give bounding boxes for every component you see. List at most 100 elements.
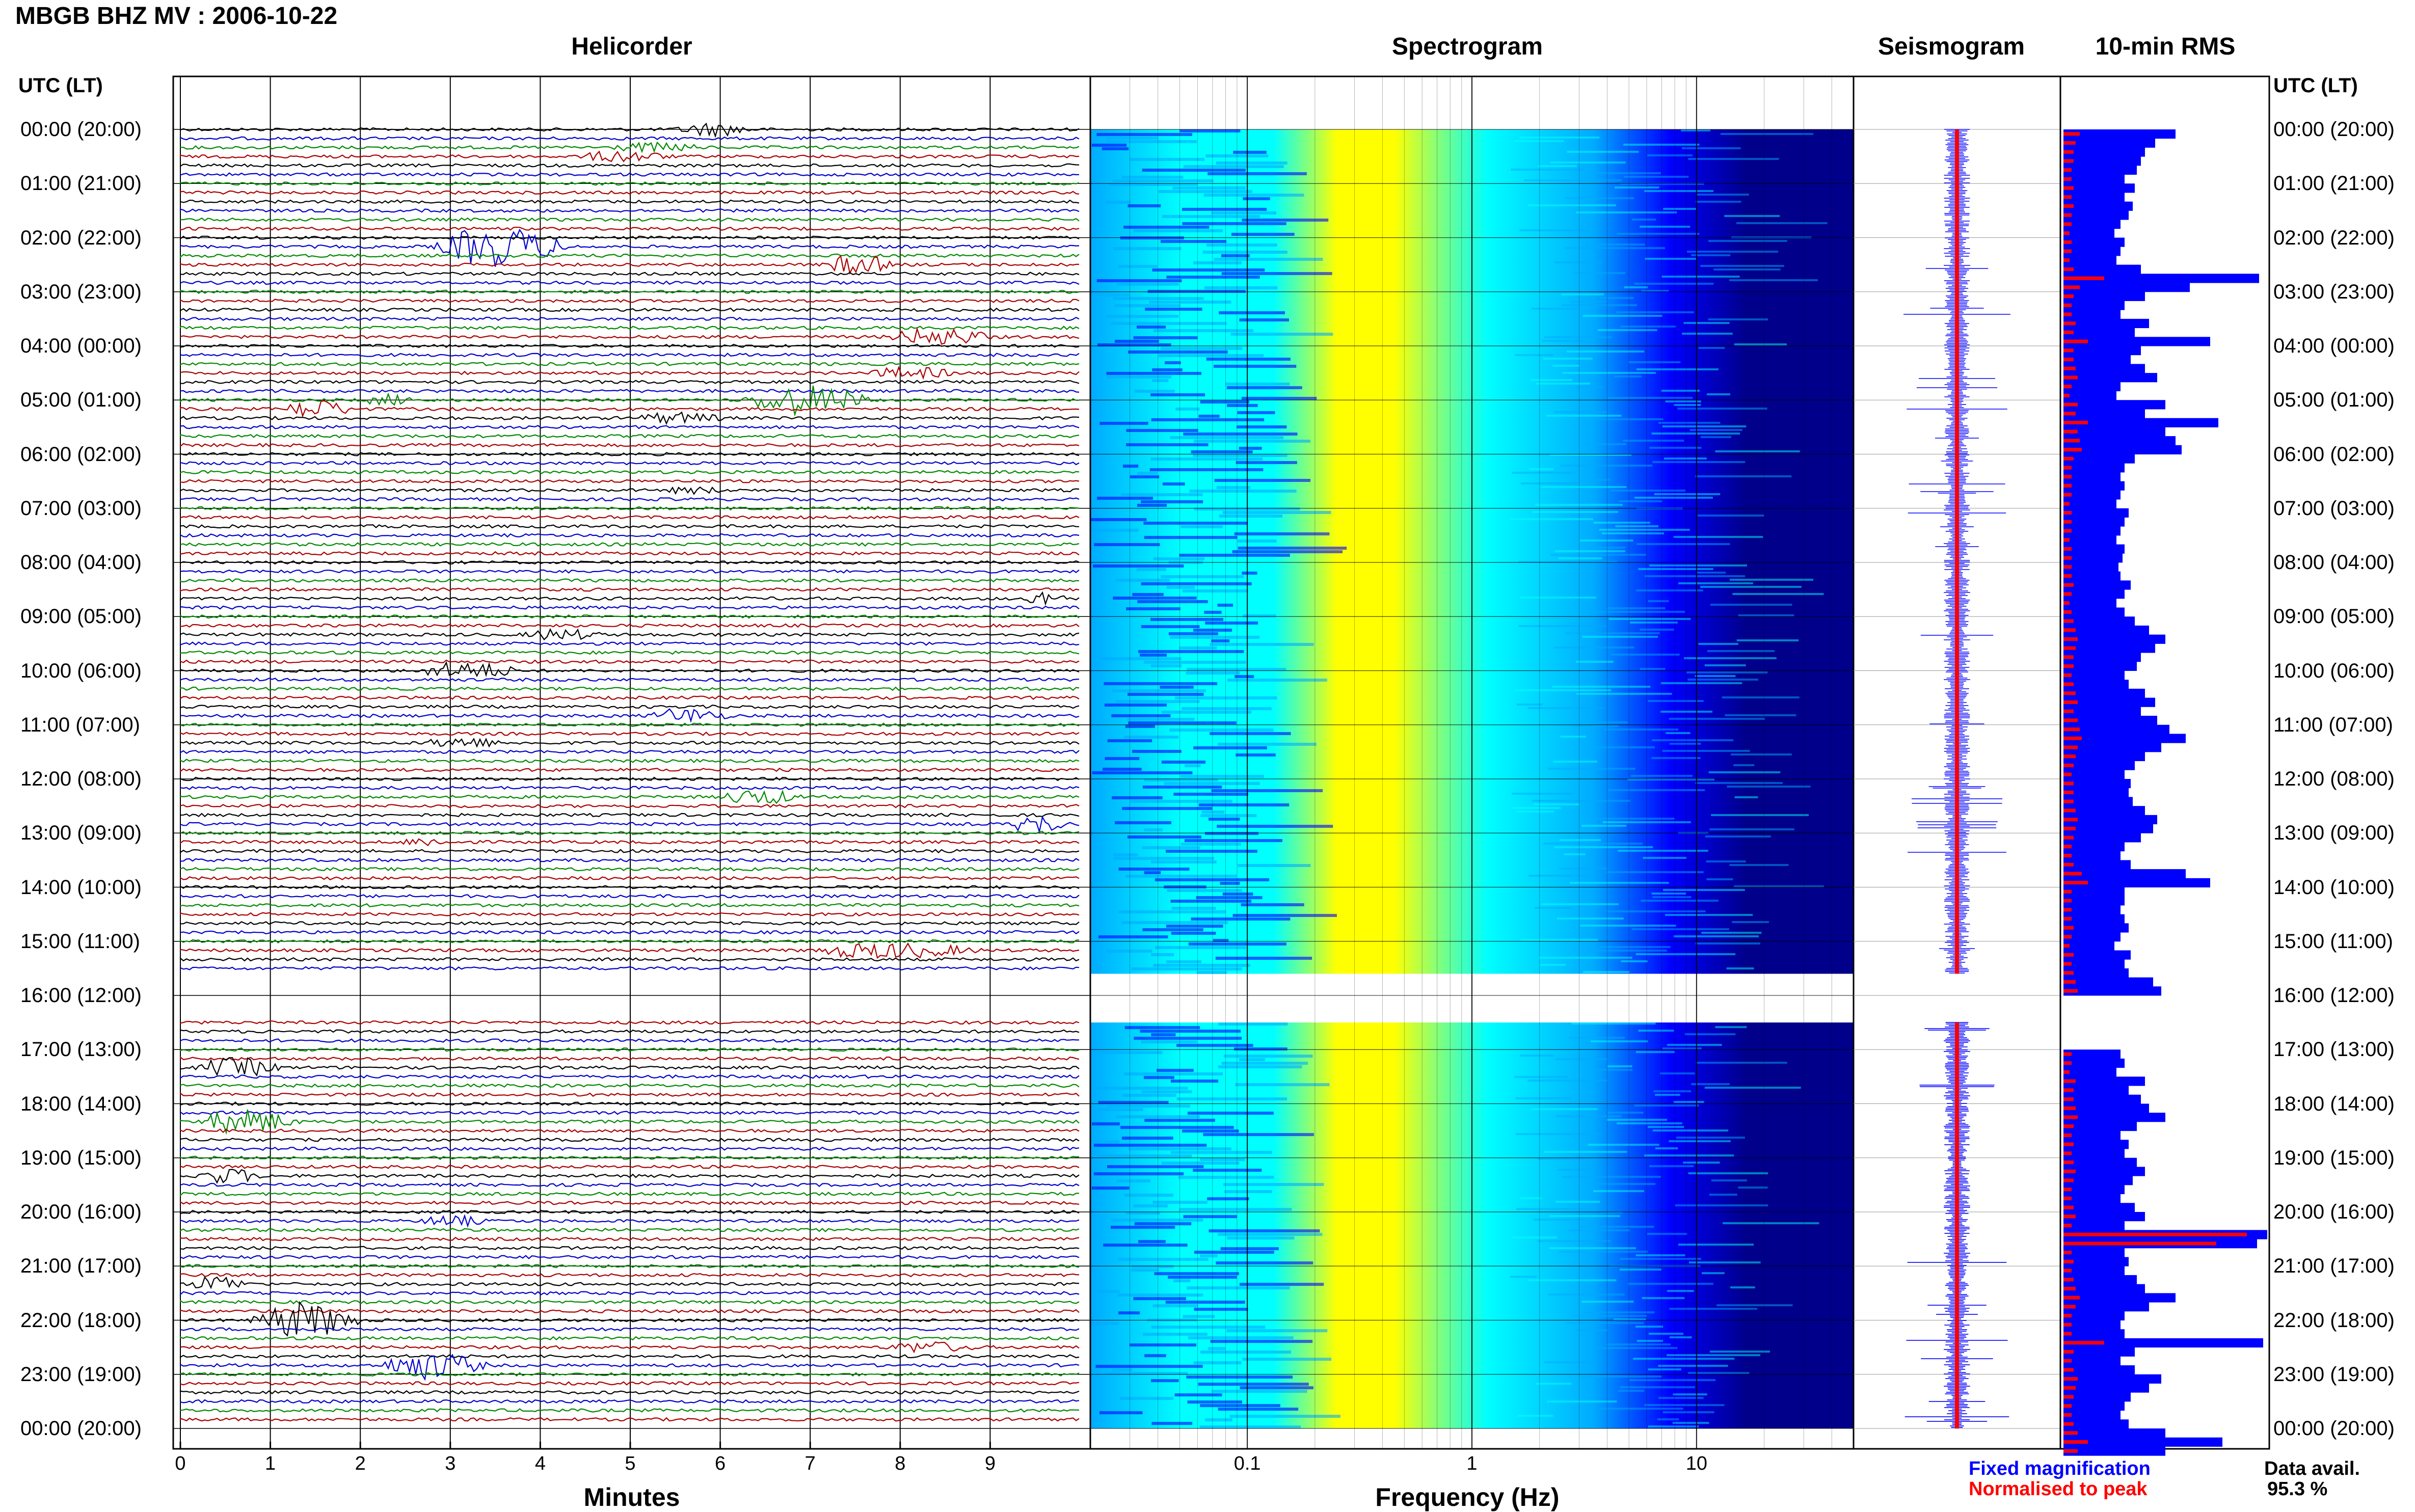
spectrogram-high-freq-texture [1669, 1336, 1692, 1339]
spectrogram-low-freq-texture [1169, 728, 1274, 732]
spectrogram-low-freq-texture [1094, 543, 1160, 546]
spectrogram-high-freq-texture [1581, 825, 1626, 827]
rms-normalised-bar [2063, 1169, 2076, 1173]
spectrogram-high-freq-texture [1652, 461, 1746, 463]
spectrogram-low-freq-texture [1197, 971, 1227, 974]
spectrogram-high-freq-texture [1634, 497, 1713, 499]
rms-normalised-bar [2063, 1187, 2072, 1192]
spectrogram-low-freq-texture [1204, 286, 1278, 289]
spectrogram-high-freq-texture [1592, 1347, 1678, 1349]
spectrogram-high-freq-texture [1579, 1226, 1654, 1228]
spectrogram-low-freq-texture [1194, 440, 1310, 443]
rms-fixed-bar [2063, 436, 2176, 446]
spectrogram-high-freq-texture [1511, 169, 1585, 171]
spectrogram-high-freq-texture [1738, 614, 1794, 616]
rms-fixed-bar [2063, 751, 2145, 762]
spectrogram-low-freq-texture [1183, 1315, 1215, 1318]
rms-normalised-bar [2063, 718, 2078, 722]
spectrogram-high-freq-texture [1512, 793, 1574, 795]
spectrogram-high-freq-texture [1649, 447, 1702, 449]
spectrogram-low-freq-texture [1211, 789, 1323, 792]
rms-fixed-bar [2063, 1094, 2141, 1104]
spectrogram-low-freq-texture [1242, 572, 1257, 575]
spectrogram-high-freq-texture [1673, 536, 1763, 538]
spectrogram-high-freq-texture [1600, 1408, 1683, 1410]
spectrogram-high-freq-texture [1695, 942, 1760, 944]
spectrogram-low-freq-texture [1170, 436, 1284, 439]
helicorder-trace [179, 1146, 1080, 1152]
spectrogram-high-freq-texture [1519, 137, 1600, 139]
spectrogram-high-freq-texture [1696, 572, 1726, 574]
rms-fixed-bar [2063, 237, 2125, 247]
spectrogram-high-freq-texture [1588, 611, 1685, 613]
spectrogram-low-freq-texture [1151, 1326, 1266, 1329]
spectrogram-low-freq-texture [1106, 315, 1179, 318]
spectrogram-high-freq-texture [1554, 846, 1653, 848]
helicorder-trace [179, 1408, 1080, 1413]
rms-fixed-bar [2063, 1203, 2135, 1212]
spectrogram-high-freq-texture [1631, 775, 1693, 777]
spectrogram-low-freq-texture [1200, 1404, 1280, 1408]
rms-normalised-bar [2063, 971, 2074, 975]
helicorder-trace [179, 903, 1080, 908]
rms-fixed-bar [2063, 553, 2123, 563]
rms-fixed-bar [2063, 418, 2218, 427]
helicorder-trace [179, 217, 1080, 222]
spectrogram-high-freq-texture [1538, 957, 1632, 959]
spectrogram-low-freq-texture [1183, 165, 1284, 168]
spectrogram-high-freq-texture [1661, 390, 1700, 392]
spectrogram-low-freq-texture [1160, 686, 1194, 689]
helicorder-trace [179, 1354, 1080, 1359]
rms-fixed-bar [2063, 896, 2125, 906]
spectrogram-low-freq-texture [1117, 1179, 1150, 1183]
spectrogram-high-freq-texture [1520, 939, 1598, 941]
helicorder-trace [179, 659, 1080, 664]
spectrogram-low-freq-texture [1238, 547, 1347, 550]
rms-normalised-bar [2063, 1413, 2072, 1417]
spectrogram-low-freq-texture [1155, 878, 1270, 881]
rms-fixed-bar [2063, 643, 2155, 653]
rms-fixed-bar [2063, 1149, 2125, 1158]
spectrogram-low-freq-texture [1136, 326, 1166, 329]
spectrogram-high-freq-texture [1635, 1051, 1675, 1054]
spectrogram-low-freq-texture [1215, 957, 1312, 960]
spectrogram-low-freq-texture [1151, 1422, 1193, 1425]
spectrogram-high-freq-texture [1538, 165, 1577, 167]
spectrogram-high-freq-texture [1683, 322, 1730, 324]
rms-normalised-bar [2063, 1133, 2072, 1138]
rms-normalised-bar [2063, 321, 2076, 326]
spectrogram-low-freq-texture [1188, 1336, 1294, 1340]
spectrogram-high-freq-texture [1565, 197, 1634, 199]
rms-normalised-bar [2063, 989, 2078, 993]
rms-panel [2059, 75, 2270, 1456]
spectrogram-low-freq-texture [1133, 1204, 1168, 1208]
spectrogram-low-freq-texture [1113, 853, 1138, 856]
rms-normalised-bar [2063, 1232, 2247, 1236]
spectrogram-low-freq-texture [1221, 254, 1250, 257]
rms-fixed-bar [2063, 1194, 2121, 1203]
rms-fixed-bar [2063, 355, 2131, 364]
rms-fixed-bar [2063, 1113, 2165, 1122]
spectrogram-low-freq-texture [1093, 293, 1130, 296]
rms-fixed-bar [2063, 544, 2125, 554]
spectrogram-low-freq-texture [1152, 1201, 1208, 1204]
helicorder-trace [179, 790, 1080, 804]
rms-fixed-bar [2063, 616, 2135, 626]
spectrogram-high-freq-texture [1686, 671, 1768, 673]
time-tick-label: 15:00 (11:00) [20, 930, 140, 953]
spectrogram-high-freq-texture [1528, 875, 1596, 877]
spectrogram-high-freq-texture [1662, 425, 1747, 427]
helicorder-trace [179, 623, 1080, 628]
spectrogram-low-freq-texture [1213, 939, 1229, 942]
helicorder-trace [179, 299, 1080, 303]
rms-normalised-bar [2063, 385, 2072, 389]
spectrogram-low-freq-texture [1114, 304, 1180, 307]
rms-fixed-bar [2063, 580, 2131, 590]
spectrogram-low-freq-texture [1133, 229, 1223, 232]
spectrogram-low-freq-texture [1103, 1244, 1188, 1247]
spectrogram-low-freq-texture [1111, 1219, 1203, 1222]
spectrogram-low-freq-texture [1117, 283, 1179, 286]
spectrogram-low-freq-texture [1097, 1154, 1192, 1158]
spectrogram-high-freq-texture [1527, 1279, 1617, 1282]
spectrogram-low-freq-texture [1170, 1079, 1219, 1083]
